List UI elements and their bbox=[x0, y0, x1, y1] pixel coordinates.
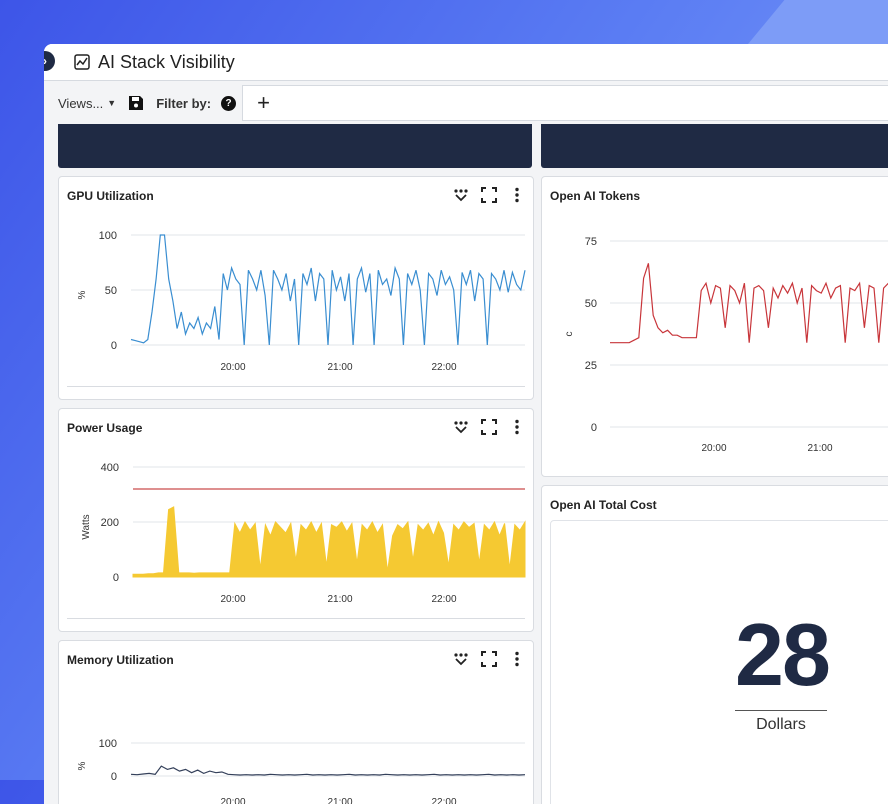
card-title: Memory Utilization bbox=[67, 653, 174, 667]
x-tick-label: 20:00 bbox=[220, 594, 245, 605]
kebab-icon[interactable] bbox=[509, 187, 525, 203]
filter-label: Filter by: bbox=[156, 95, 212, 111]
y-tick-label: 0 bbox=[111, 771, 117, 783]
page-title: AI Stack Visibility bbox=[98, 51, 235, 72]
title-bar: › AI Stack Visibility bbox=[44, 44, 888, 81]
card-actions bbox=[453, 651, 525, 667]
views-dropdown[interactable]: Views... ▼ bbox=[58, 96, 116, 111]
plus-icon[interactable]: + bbox=[257, 90, 270, 115]
x-tick-label: 21:00 bbox=[807, 443, 832, 454]
gpu-utilization-chart: 100 50 0 20:00 21:00 22:00% bbox=[77, 230, 526, 373]
stat-panel bbox=[550, 520, 888, 804]
card-actions bbox=[453, 187, 525, 203]
fullscreen-icon[interactable] bbox=[481, 187, 497, 203]
series-line bbox=[130, 765, 526, 776]
kebab-icon[interactable] bbox=[509, 651, 525, 667]
y-tick-label: 50 bbox=[585, 298, 597, 310]
x-tick-label: 21:00 bbox=[327, 362, 352, 373]
y-tick-label: 100 bbox=[99, 230, 117, 242]
chart-icon bbox=[74, 54, 90, 70]
y-tick-label: 200 bbox=[101, 517, 119, 529]
dashboard-window: › AI Stack Visibility Views... ▼ Filter … bbox=[44, 44, 888, 804]
kebab-icon[interactable] bbox=[509, 419, 525, 435]
y-tick-label: 0 bbox=[113, 572, 119, 584]
y-tick-label: 0 bbox=[591, 422, 597, 434]
background-shape bbox=[748, 0, 888, 44]
series-line bbox=[610, 263, 888, 344]
card-divider bbox=[67, 386, 525, 387]
series-area bbox=[132, 506, 526, 578]
x-tick-label: 21:00 bbox=[327, 797, 352, 804]
memory-utilization-card: Memory Utilization 100 0 20:00 21:00 22:00% bbox=[58, 640, 534, 804]
power-usage-card: Power Usage 400 200 0 20:00 21:00 22:00 Watts bbox=[58, 408, 534, 632]
y-tick-label: 400 bbox=[101, 462, 119, 474]
gpu-utilization-card: GPU Utilization 100 50 0 20:00 21:00 22:00% bbox=[58, 176, 534, 400]
help-icon[interactable]: ? bbox=[221, 95, 237, 111]
fullscreen-icon[interactable] bbox=[481, 651, 497, 667]
x-tick-label: 20:00 bbox=[220, 362, 245, 373]
caret-down-icon: ▼ bbox=[107, 98, 117, 108]
x-tick-label: 20:00 bbox=[701, 443, 726, 454]
y-tick-label: 0 bbox=[111, 340, 117, 352]
y-tick-label: 75 bbox=[585, 236, 597, 248]
y-axis-label: % bbox=[77, 761, 88, 770]
dark-banner-left bbox=[58, 124, 532, 168]
filter-input[interactable]: + bbox=[242, 85, 888, 121]
card-title: GPU Utilization bbox=[67, 189, 154, 203]
series-line bbox=[130, 234, 526, 346]
y-tick-label: 100 bbox=[99, 738, 117, 750]
fullscreen-icon[interactable] bbox=[481, 419, 497, 435]
y-axis-label: % bbox=[77, 290, 88, 299]
x-tick-label: 20:00 bbox=[220, 797, 245, 804]
filter-hearts-icon[interactable] bbox=[453, 651, 469, 667]
card-actions bbox=[453, 419, 525, 435]
y-tick-label: 50 bbox=[105, 285, 117, 297]
card-title: Open AI Tokens bbox=[550, 189, 641, 203]
toolbar: Views... ▼ Filter by: ? + bbox=[44, 81, 888, 125]
chevron-right-icon[interactable]: › bbox=[44, 51, 55, 71]
open-ai-total-cost-card: Open AI Total Cost 28 Dollars bbox=[541, 485, 888, 804]
y-axis-label: c bbox=[564, 332, 575, 337]
open-ai-tokens-card: Open AI Tokens 75 50 25 0 20:00 21:00 c bbox=[541, 176, 888, 477]
card-divider bbox=[67, 618, 525, 619]
filter-hearts-icon[interactable] bbox=[453, 187, 469, 203]
x-tick-label: 22:00 bbox=[431, 594, 456, 605]
total-cost-unit: Dollars bbox=[756, 716, 806, 733]
open-ai-tokens-chart: 75 50 25 0 20:00 21:00 c bbox=[564, 236, 888, 454]
y-axis-label: Watts bbox=[81, 514, 92, 539]
x-tick-label: 22:00 bbox=[431, 797, 456, 804]
dark-banner-right bbox=[541, 124, 888, 168]
y-tick-label: 25 bbox=[585, 360, 597, 372]
x-tick-label: 22:00 bbox=[431, 362, 456, 373]
total-cost-value: 28 bbox=[735, 605, 831, 704]
card-title: Power Usage bbox=[67, 421, 143, 435]
save-icon[interactable] bbox=[128, 95, 144, 111]
card-title: Open AI Total Cost bbox=[550, 498, 657, 512]
views-label: Views... bbox=[58, 95, 104, 111]
power-usage-chart: 400 200 0 20:00 21:00 22:00 Watts bbox=[81, 462, 526, 605]
unit-divider bbox=[735, 710, 827, 711]
filter-hearts-icon[interactable] bbox=[453, 419, 469, 435]
x-tick-label: 21:00 bbox=[327, 594, 352, 605]
